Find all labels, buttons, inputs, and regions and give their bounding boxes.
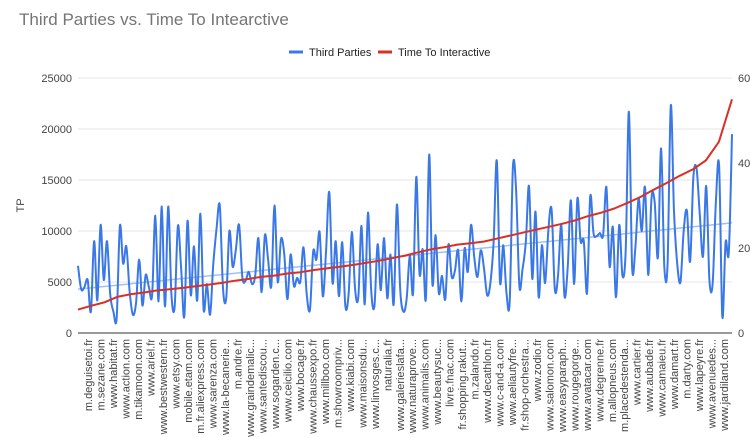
x-tick-label: m.allopneus.com [607, 339, 619, 422]
x-tick-label: www.ceicilio.com [283, 339, 295, 423]
x-tick-label: www.avenuedes... [707, 339, 719, 429]
x-tick-label: m.fr.aliexpress.com [195, 339, 207, 434]
x-tick-label: www.decathlon.fr [482, 339, 494, 424]
y-tick-label: 20000 [41, 124, 72, 136]
x-tick-label: www.lapeyre.fr [694, 339, 706, 412]
series-layer [77, 99, 733, 325]
x-tick-label: www.action.com [120, 339, 132, 419]
legend[interactable]: Third Parties Time To Interactive [289, 47, 490, 59]
x-tick-label: www.naturaprove... [407, 339, 419, 434]
x-tick-label: www.maisonsdu... [357, 339, 369, 429]
x-tick-label: www.bestwestern.fr [158, 339, 170, 436]
x-tick-label: www.aeliautyfre... [507, 339, 519, 426]
x-tick-label: m.zalando.fr [470, 339, 482, 400]
chart-title: Third Parties vs. Time To Intearctive [19, 10, 289, 29]
x-tick-label: naturalia.fr [382, 339, 394, 391]
x-tick-label: www.easyparaph... [557, 339, 569, 433]
x-tick-label: www.zodio.fr [532, 339, 544, 403]
x-tick-label: www.linvosges.c... [370, 339, 382, 430]
legend-label-time-to-interactive: Time To Interactive [398, 47, 490, 59]
x-tick-label: www.chaussexpo.fr [307, 339, 319, 435]
axes: 0 5000 10000 15000 20000 25000 0 20 40 60 TP m.degu… [15, 73, 750, 438]
x-tick-label: www.galerieslafa... [395, 339, 407, 432]
x-tick-label: www.damart.fr [669, 339, 681, 411]
y-tick-label: 0 [66, 328, 72, 340]
x-tick-label: www.graindemalic... [245, 339, 257, 438]
x-tick-label: www.santediscou... [258, 339, 270, 434]
y-tick-label: 5000 [48, 277, 72, 289]
y-tick-label: 15000 [41, 175, 72, 187]
x-tick-label: m.andre.fr [233, 339, 245, 389]
x-tick-label: fr.shopping.rakut... [457, 339, 469, 430]
x-tick-label: mobile.etam.com [183, 339, 195, 423]
x-tick-label: www.kiabi.com [345, 339, 357, 413]
x-tick-label: fr.shop-orchestra... [519, 339, 531, 431]
x-tick-label: www.bocage.fr [295, 339, 307, 412]
x-tick-label: m.tikamoon.com [133, 339, 145, 420]
x-tick-label: www.habitat.fr [108, 339, 120, 409]
y2-tick-label: 60 [738, 73, 750, 85]
x-tick-label: www.jardiland.com [719, 339, 731, 432]
x-tick-label: livre.fnac.com [445, 339, 457, 407]
x-tick-label: www.sogarden.c... [270, 339, 282, 430]
x-tick-label: www.c-and-a.com [495, 339, 507, 427]
y-tick-label: 10000 [41, 226, 72, 238]
series-line-time-to-interactive [77, 99, 733, 311]
y-axis-title: TP [15, 198, 27, 212]
x-tick-label: www.cartier.fr [632, 339, 644, 406]
series-line-third-parties [77, 104, 733, 325]
x-tick-label: www.beautysuc... [432, 339, 444, 426]
y-tick-label: 25000 [41, 73, 72, 85]
x-tick-label: www.millboo.com [320, 339, 332, 425]
x-tick-label: www.aubade.fr [644, 339, 656, 413]
legend-label-third-parties: Third Parties [309, 47, 372, 59]
x-tick-label: m.deguisetoi.fr [83, 339, 95, 411]
x-tick-label: www.degrenne.fr [594, 339, 606, 423]
x-tick-label: www.sarenza.com [208, 339, 220, 429]
x-tick-label: www.avatacar.com [582, 339, 594, 432]
x-tick-label: www.salomon.com [544, 339, 556, 432]
x-tick-label: www.camaieu.fr [657, 339, 669, 418]
x-tick-label: www.rougegorge... [569, 339, 581, 432]
x-tick-label: www.ariel.fr [145, 339, 157, 397]
y2-tick-label: 20 [738, 243, 750, 255]
x-tick-label: www.etsy.com [170, 339, 182, 409]
x-tick-label: m.placedestenda... [619, 339, 631, 432]
x-tick-label: www.la-becanerie... [220, 339, 232, 436]
x-tick-label: m.showroompriv... [332, 339, 344, 428]
x-tick-label: m.darty.com [682, 339, 694, 399]
x-tick-label: www.animalis.com [420, 339, 432, 430]
gridlines [78, 77, 732, 334]
y2-tick-label: 0 [738, 328, 744, 340]
x-tick-label: m.sezane.com [95, 339, 107, 411]
y2-tick-label: 40 [738, 158, 750, 170]
